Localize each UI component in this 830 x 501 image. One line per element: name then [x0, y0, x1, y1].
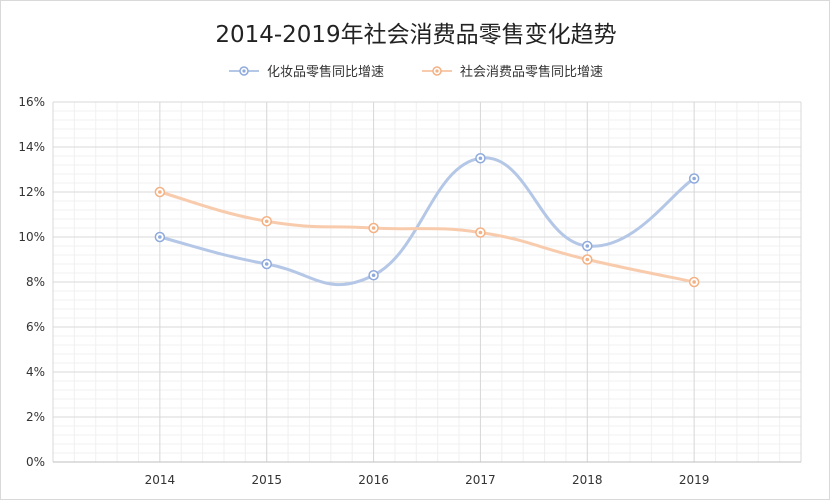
data-point-dot-1-3: [478, 230, 483, 235]
data-point-dot-1-0: [158, 190, 162, 194]
legend-item-cosmetics: 化妆品零售同比增速: [228, 61, 384, 80]
y-tick-label: 0%: [26, 455, 45, 469]
x-tick-label: 2017: [465, 473, 496, 487]
series-line-1: [158, 190, 696, 284]
y-tick-label: 14%: [18, 140, 45, 154]
x-tick-label: 2015: [251, 473, 282, 487]
y-tick-label: 8%: [26, 275, 45, 289]
y-tick-label: 10%: [18, 230, 45, 244]
data-point-dot-1-4: [585, 257, 590, 262]
data-point-dot-1-5: [692, 280, 696, 284]
legend-label-retail: 社会消费品零售同比增速: [460, 65, 604, 80]
data-point-dot-0-3: [478, 156, 483, 161]
legend-label-cosmetics: 化妆品零售同比增速: [266, 65, 384, 80]
y-tick-label: 6%: [26, 320, 45, 334]
y-tick-label: 4%: [26, 365, 45, 379]
data-point-dot-1-2: [371, 226, 376, 230]
data-point-dot-0-0: [158, 235, 162, 239]
legend-item-retail: 社会消费品零售同比增速: [422, 61, 603, 80]
data-point-dot-0-5: [692, 176, 696, 181]
x-tick-label: 2014: [145, 473, 176, 487]
data-point-dot-0-1: [264, 262, 269, 266]
y-tick-label: 12%: [18, 185, 45, 199]
y-tick-label: 2%: [26, 410, 45, 424]
x-tick-label: 2019: [679, 473, 710, 487]
x-tick-label: 2016: [358, 473, 389, 487]
data-point-dot-0-2: [371, 273, 376, 278]
x-tick-label: 2018: [572, 473, 603, 487]
y-tick-label: 16%: [18, 95, 45, 109]
legend: 化妆品零售同比增速 社会消费品零售同比增速: [1, 61, 830, 80]
legend-swatch-retail: [422, 65, 452, 76]
legend-swatch-cosmetics: [228, 65, 259, 76]
data-point-dot-1-1: [264, 219, 269, 224]
chart-title: 2014-2019年社会消费品零售变化趋势: [215, 22, 617, 48]
data-point-dot-0-4: [585, 244, 590, 248]
